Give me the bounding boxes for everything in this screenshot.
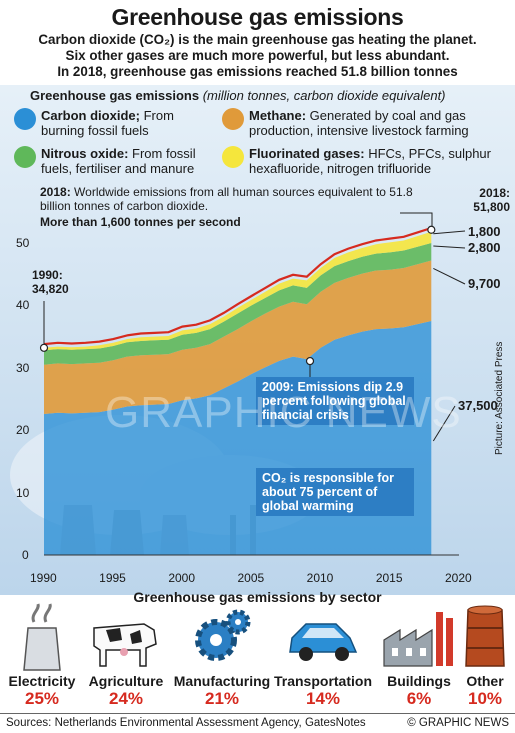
x-tick-label: 2015 xyxy=(375,571,403,585)
sector-name-buildings: Buildings xyxy=(387,673,451,689)
x-tick-label: 2020 xyxy=(445,571,472,585)
y-tick-label: 10 xyxy=(16,485,30,500)
sector-pct-agriculture: 24% xyxy=(108,689,144,708)
sector-name-other: Other xyxy=(466,673,504,689)
area-nitrous xyxy=(44,243,432,365)
chart-heading-unit: (million tonnes, carbon dioxide equivale… xyxy=(202,88,446,103)
marker-dot-2 xyxy=(305,356,315,366)
footer-copyright: © GRAPHIC NEWS xyxy=(407,717,509,729)
page-subtitle: Carbon dioxide (CO₂) is the main greenho… xyxy=(6,32,509,80)
marker-dot-1 xyxy=(39,343,49,352)
chart-heading-title: Greenhouse gas emissions xyxy=(30,88,200,103)
x-tick-label: 1995 xyxy=(99,571,126,585)
sector-name-agriculture: Agriculture xyxy=(88,673,164,689)
leader-2018-note xyxy=(400,212,433,228)
end-value-methane: 9,700 xyxy=(468,276,501,291)
y-tick-label: 30 xyxy=(16,360,30,375)
legend-label-fluorinated: Fluorinated gases: HFCs, PFCs, sulphur h… xyxy=(249,146,491,176)
legend-item-methane: Methane: Generated by coal and gas produ… xyxy=(222,108,507,138)
leader-fluorinated xyxy=(433,230,466,235)
total-emissions-line xyxy=(43,226,432,346)
annotation-crisis: 2009: Emissions dip 2.9 percent followin… xyxy=(256,377,414,425)
factory-icon xyxy=(383,612,453,667)
subtitle-line-1: Carbon dioxide (CO₂) is the main greenho… xyxy=(38,32,477,47)
sector-pct-electricity: 25% xyxy=(24,689,60,708)
sector-heading: Greenhouse gas emissions by sector xyxy=(133,589,382,605)
note-per-second: More than 1,600 tonnes per second xyxy=(40,215,241,229)
sector-name-manufacturing: Manufacturing xyxy=(173,673,271,689)
sector-name-transportation: Transportation xyxy=(273,673,372,689)
leader-co2 xyxy=(432,405,456,442)
legend-swatch-co2 xyxy=(14,108,36,130)
sector-name-electricity: Electricity xyxy=(8,673,76,689)
sector-pct-manufacturing: 21% xyxy=(204,689,240,708)
end-value-nitrous: 2,800 xyxy=(468,240,501,255)
footer: Sources: Netherlands Environmental Asses… xyxy=(0,713,515,733)
subtitle-line-3: In 2018, greenhouse gas emissions reache… xyxy=(57,64,458,79)
end-value-co2: 37,500 xyxy=(458,398,498,413)
start-year-label: 1990: 34,820 xyxy=(32,268,69,296)
legend-label-nitrous: Nitrous oxide: From fossil fuels, fertil… xyxy=(41,146,196,176)
y-tick-label: 0 xyxy=(22,548,29,562)
x-tick-label: 2010 xyxy=(306,571,334,585)
chart-heading: Greenhouse gas emissions (million tonnes… xyxy=(30,88,446,103)
legend-item-fluorinated: Fluorinated gases: HFCs, PFCs, sulphur h… xyxy=(222,146,507,176)
page-title: Greenhouse gas emissions xyxy=(111,4,404,30)
area-methane xyxy=(44,260,432,414)
leader-nitrous xyxy=(433,245,466,249)
y-tick-label: 40 xyxy=(16,298,30,313)
photo-credit: Picture: Associated Press xyxy=(494,341,505,455)
power-plant-icon xyxy=(23,603,61,671)
sector-pct-transportation: 14% xyxy=(305,689,341,708)
legend-item-nitrous: Nitrous oxide: From fossil fuels, fertil… xyxy=(14,146,214,176)
marker-dot-0 xyxy=(427,225,436,234)
barrel-icon xyxy=(465,605,505,667)
legend-label-methane: Methane: Generated by coal and gas produ… xyxy=(249,108,469,138)
watermark: GRAPHIC NEWS xyxy=(105,388,462,437)
y-tick-label: 50 xyxy=(16,236,30,250)
end-value-fluorinated: 1,800 xyxy=(468,224,501,239)
y-tick-label: 20 xyxy=(16,423,30,438)
car-icon xyxy=(289,623,358,661)
note-2018: 2018: Worldwide emissions from all human… xyxy=(40,185,413,213)
x-tick-label: 1990 xyxy=(30,571,57,585)
footer-sources: Sources: Netherlands Environmental Asses… xyxy=(6,717,366,729)
cow-icon xyxy=(93,623,157,667)
annotation-co2-share: CO₂ is responsible for about 75 percent … xyxy=(256,468,414,516)
gears-icon xyxy=(195,609,251,661)
legend-swatch-nitrous xyxy=(14,146,36,168)
x-tick-label: 2000 xyxy=(168,571,196,585)
end-year-label: 2018: 51,800 xyxy=(473,186,510,214)
sector-pct-other: 10% xyxy=(467,689,503,708)
legend-swatch-fluorinated xyxy=(222,146,244,168)
sector-pct-buildings: 6% xyxy=(406,689,432,708)
area-fluorinated xyxy=(44,231,432,351)
legend-swatch-methane xyxy=(222,108,244,130)
leader-methane xyxy=(433,268,466,285)
legend-label-co2: Carbon dioxide; From burning fossil fuel… xyxy=(41,108,174,138)
subtitle-line-2: Six other gases are much more powerful, … xyxy=(65,48,450,63)
x-tick-label: 2005 xyxy=(237,571,265,585)
legend-item-co2: Carbon dioxide; From burning fossil fuel… xyxy=(14,108,214,138)
